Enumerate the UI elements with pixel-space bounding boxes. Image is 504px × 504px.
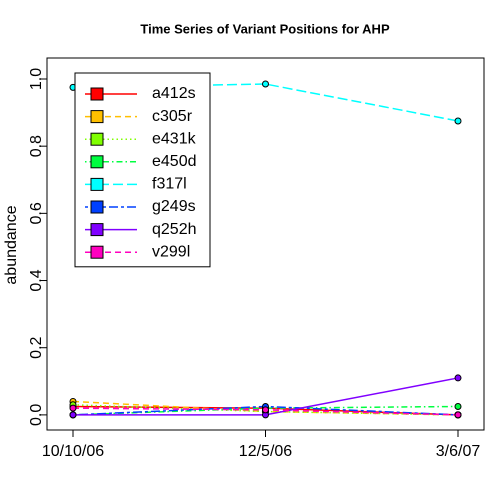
x-tick-label: 12/5/06 (239, 443, 292, 460)
x-tick-label: 10/10/06 (42, 443, 104, 460)
data-point (262, 80, 269, 88)
y-tick-label: 0.4 (28, 269, 45, 291)
y-axis-label: abundance (3, 205, 20, 284)
chart-title: Time Series of Variant Positions for AHP (140, 21, 390, 36)
data-point (454, 117, 462, 125)
legend-swatch (90, 200, 104, 214)
data-point (262, 406, 269, 414)
data-point (454, 374, 462, 382)
legend-label: e450d (152, 153, 197, 170)
y-tick-label: 0.0 (28, 404, 45, 426)
legend-swatch (90, 155, 104, 169)
legend-swatch (90, 87, 104, 101)
data-point (69, 404, 77, 412)
legend-label: v299l (152, 243, 190, 260)
data-point (454, 402, 462, 410)
legend-swatch (90, 245, 104, 259)
legend-label: q252h (152, 221, 197, 238)
legend-label: e431k (152, 130, 197, 147)
legend-label: c305r (152, 108, 193, 125)
x-tick-label: 3/6/07 (436, 443, 481, 460)
legend-swatch (90, 177, 104, 191)
y-tick-label: 0.2 (28, 336, 45, 358)
legend-swatch (90, 223, 104, 237)
legend-swatch (90, 132, 104, 146)
legend-label: a412s (152, 85, 196, 102)
legend-label: f317l (152, 176, 187, 193)
data-point (454, 411, 462, 419)
y-tick-label: 1.0 (28, 68, 45, 90)
data-point (69, 411, 77, 419)
y-tick-label: 0.6 (28, 202, 45, 224)
legend-label: g249s (152, 198, 196, 215)
y-tick-label: 0.8 (28, 135, 45, 157)
legend-swatch (90, 110, 104, 124)
